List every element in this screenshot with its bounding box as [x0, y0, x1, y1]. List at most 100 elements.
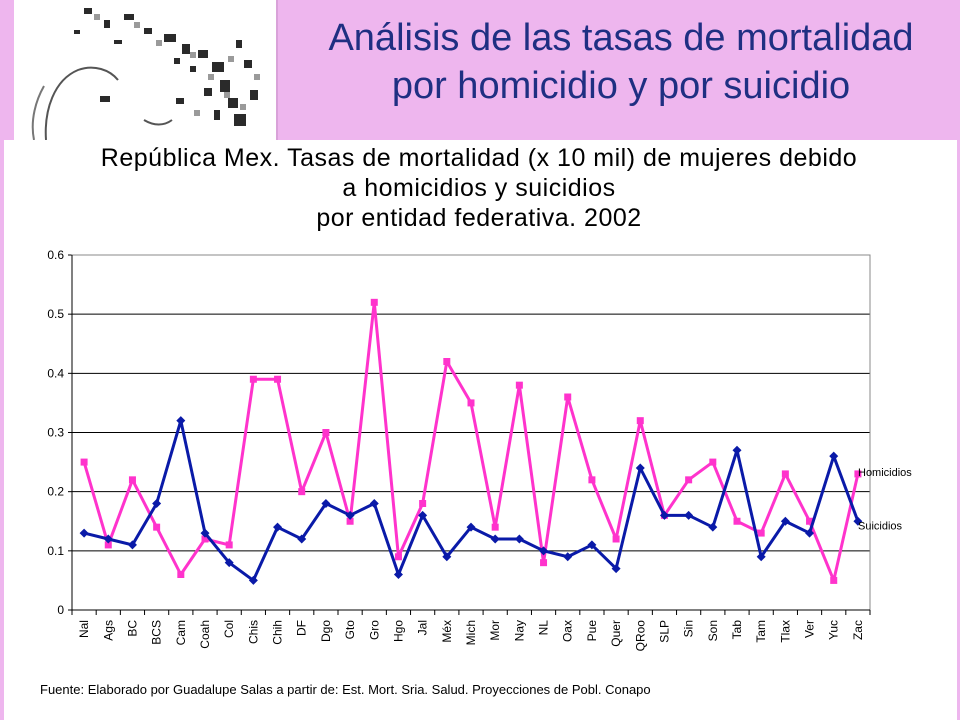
point-suicidios-gto — [345, 510, 355, 520]
point-suicidios-son — [708, 522, 718, 532]
x-tick-label-yuc: Yuc — [827, 620, 841, 640]
x-tick-label-nay: Nay — [512, 620, 526, 641]
point-suicidios-chih — [273, 522, 283, 532]
chart-title: República Mex. Tasas de mortalidad (x 10… — [4, 143, 954, 233]
point-homicidios-gro — [370, 298, 378, 306]
point-suicidios-pue — [587, 540, 597, 550]
x-tick-label-tam: Tam — [754, 620, 768, 643]
point-suicidios-mich — [466, 522, 476, 532]
slide-title: Análisis de las tasas de mortalidad por … — [282, 14, 960, 110]
point-suicidios-oax — [563, 552, 573, 562]
point-homicidios-mor — [491, 523, 499, 531]
chart-title-line-1: República Mex. Tasas de mortalidad (x 10… — [100, 144, 858, 172]
x-tick-label-bc: BC — [125, 620, 139, 637]
point-homicidios-hgo — [394, 553, 402, 561]
point-homicidios-ags — [104, 541, 112, 549]
point-suicidios-gro — [369, 499, 379, 508]
x-tick-label-ags: Ags — [101, 620, 115, 641]
point-homicidios-tam — [757, 529, 765, 537]
left-edge-band — [0, 140, 4, 720]
point-suicidios-ver — [805, 528, 815, 538]
x-tick-label-tlax: Tlax — [778, 620, 792, 643]
x-tick-label-tab: Tab — [730, 620, 744, 640]
point-suicidios-bc — [127, 540, 137, 550]
point-homicidios-qroo — [636, 417, 644, 425]
point-suicidios-quer — [611, 564, 621, 574]
point-homicidios-sin — [685, 476, 693, 484]
x-tick-label-cam: Cam — [174, 620, 188, 645]
x-tick-label-méx: Méx — [440, 620, 454, 643]
point-homicidios-df — [298, 488, 306, 496]
y-tick-label-5: 0.5 — [47, 307, 64, 321]
point-suicidios-ags — [103, 534, 113, 544]
portrait-drawing — [14, 0, 276, 140]
slide-header: Análisis de las tasas de mortalidad por … — [0, 0, 960, 140]
x-tick-label-jal: Jal — [416, 620, 430, 635]
x-tick-label-dgo: Dgo — [319, 620, 333, 642]
x-tick-label-pue: Pue — [585, 620, 599, 642]
point-suicidios-slp — [659, 510, 669, 520]
point-suicidios-qroo — [635, 463, 645, 473]
point-suicidios-tam — [756, 552, 766, 562]
x-tick-label-son: Son — [706, 620, 720, 641]
point-homicidios-col — [225, 541, 233, 549]
point-suicidios-bcs — [152, 499, 162, 508]
right-edge-band — [957, 140, 960, 720]
point-homicidios-tab — [733, 517, 741, 525]
x-tick-label-bcs: BCS — [150, 620, 164, 645]
point-homicidios-son — [709, 458, 717, 466]
point-suicidios-chis — [248, 575, 258, 585]
x-tick-label-nl: NL — [537, 620, 551, 636]
point-homicidios-oax — [564, 393, 572, 401]
point-suicidios-nay — [514, 534, 524, 544]
point-homicidios-mich — [467, 399, 475, 407]
point-homicidios-bc — [128, 476, 136, 484]
x-tick-label-sin: Sin — [682, 620, 696, 637]
x-tick-label-df: DF — [295, 620, 309, 636]
y-tick-label-1: 0.1 — [47, 544, 64, 558]
point-suicidios-zac — [853, 516, 863, 526]
chart-title-line-2: a homicidios y suicidios — [342, 174, 616, 202]
point-homicidios-chis — [249, 375, 257, 383]
point-suicidios-tlax — [780, 516, 790, 526]
x-tick-label-chis: Chis — [246, 620, 260, 644]
y-tick-label-4: 0.4 — [47, 366, 64, 380]
point-suicidios-dgo — [321, 499, 331, 508]
x-tick-label-col: Col — [222, 620, 236, 638]
point-homicidios-nal — [80, 458, 88, 466]
y-tick-label-2: 0.2 — [47, 485, 64, 499]
x-tick-label-ver: Ver — [803, 620, 817, 638]
series-label-homicidios: Homicidios — [858, 467, 912, 479]
x-tick-label-chih: Chih — [271, 620, 285, 645]
series-label-suicidios: Suicidios — [858, 520, 903, 532]
x-tick-label-mich: Mich — [464, 620, 478, 645]
point-homicidios-quer — [612, 535, 620, 543]
portrait-image — [14, 0, 278, 140]
y-tick-label-3: 0.3 — [47, 426, 64, 440]
point-homicidios-yuc — [830, 576, 838, 584]
chart-title-line-3: por entidad federativa. 2002 — [316, 204, 642, 232]
x-tick-label-zac: Zac — [851, 620, 865, 640]
x-tick-label-nal: Nal — [77, 620, 91, 638]
point-homicidios-chih — [274, 375, 282, 383]
point-suicidios-cam — [176, 416, 186, 426]
slide-title-line-1: Análisis de las tasas de mortalidad — [328, 17, 914, 59]
point-suicidios-hgo — [393, 570, 403, 579]
point-suicidios-nl — [539, 546, 549, 556]
x-tick-label-quer: Quer — [609, 620, 623, 647]
point-suicidios-sin — [684, 510, 694, 520]
point-suicidios-df — [297, 534, 307, 544]
y-tick-label-6: 0.6 — [47, 248, 64, 262]
point-homicidios-nay — [515, 381, 523, 389]
point-homicidios-coah — [201, 535, 209, 543]
point-homicidios-cam — [177, 571, 185, 578]
x-tick-label-mor: Mor — [488, 620, 502, 641]
y-tick-label-0: 0 — [57, 603, 64, 617]
point-homicidios-dgo — [322, 429, 330, 436]
point-homicidios-gto — [346, 517, 354, 525]
x-tick-label-slp: SLP — [657, 620, 671, 643]
point-homicidios-bcs — [153, 523, 161, 531]
point-homicidios-zac — [854, 470, 862, 478]
source-note: Fuente: Elaborado por Guadalupe Salas a … — [40, 682, 651, 697]
